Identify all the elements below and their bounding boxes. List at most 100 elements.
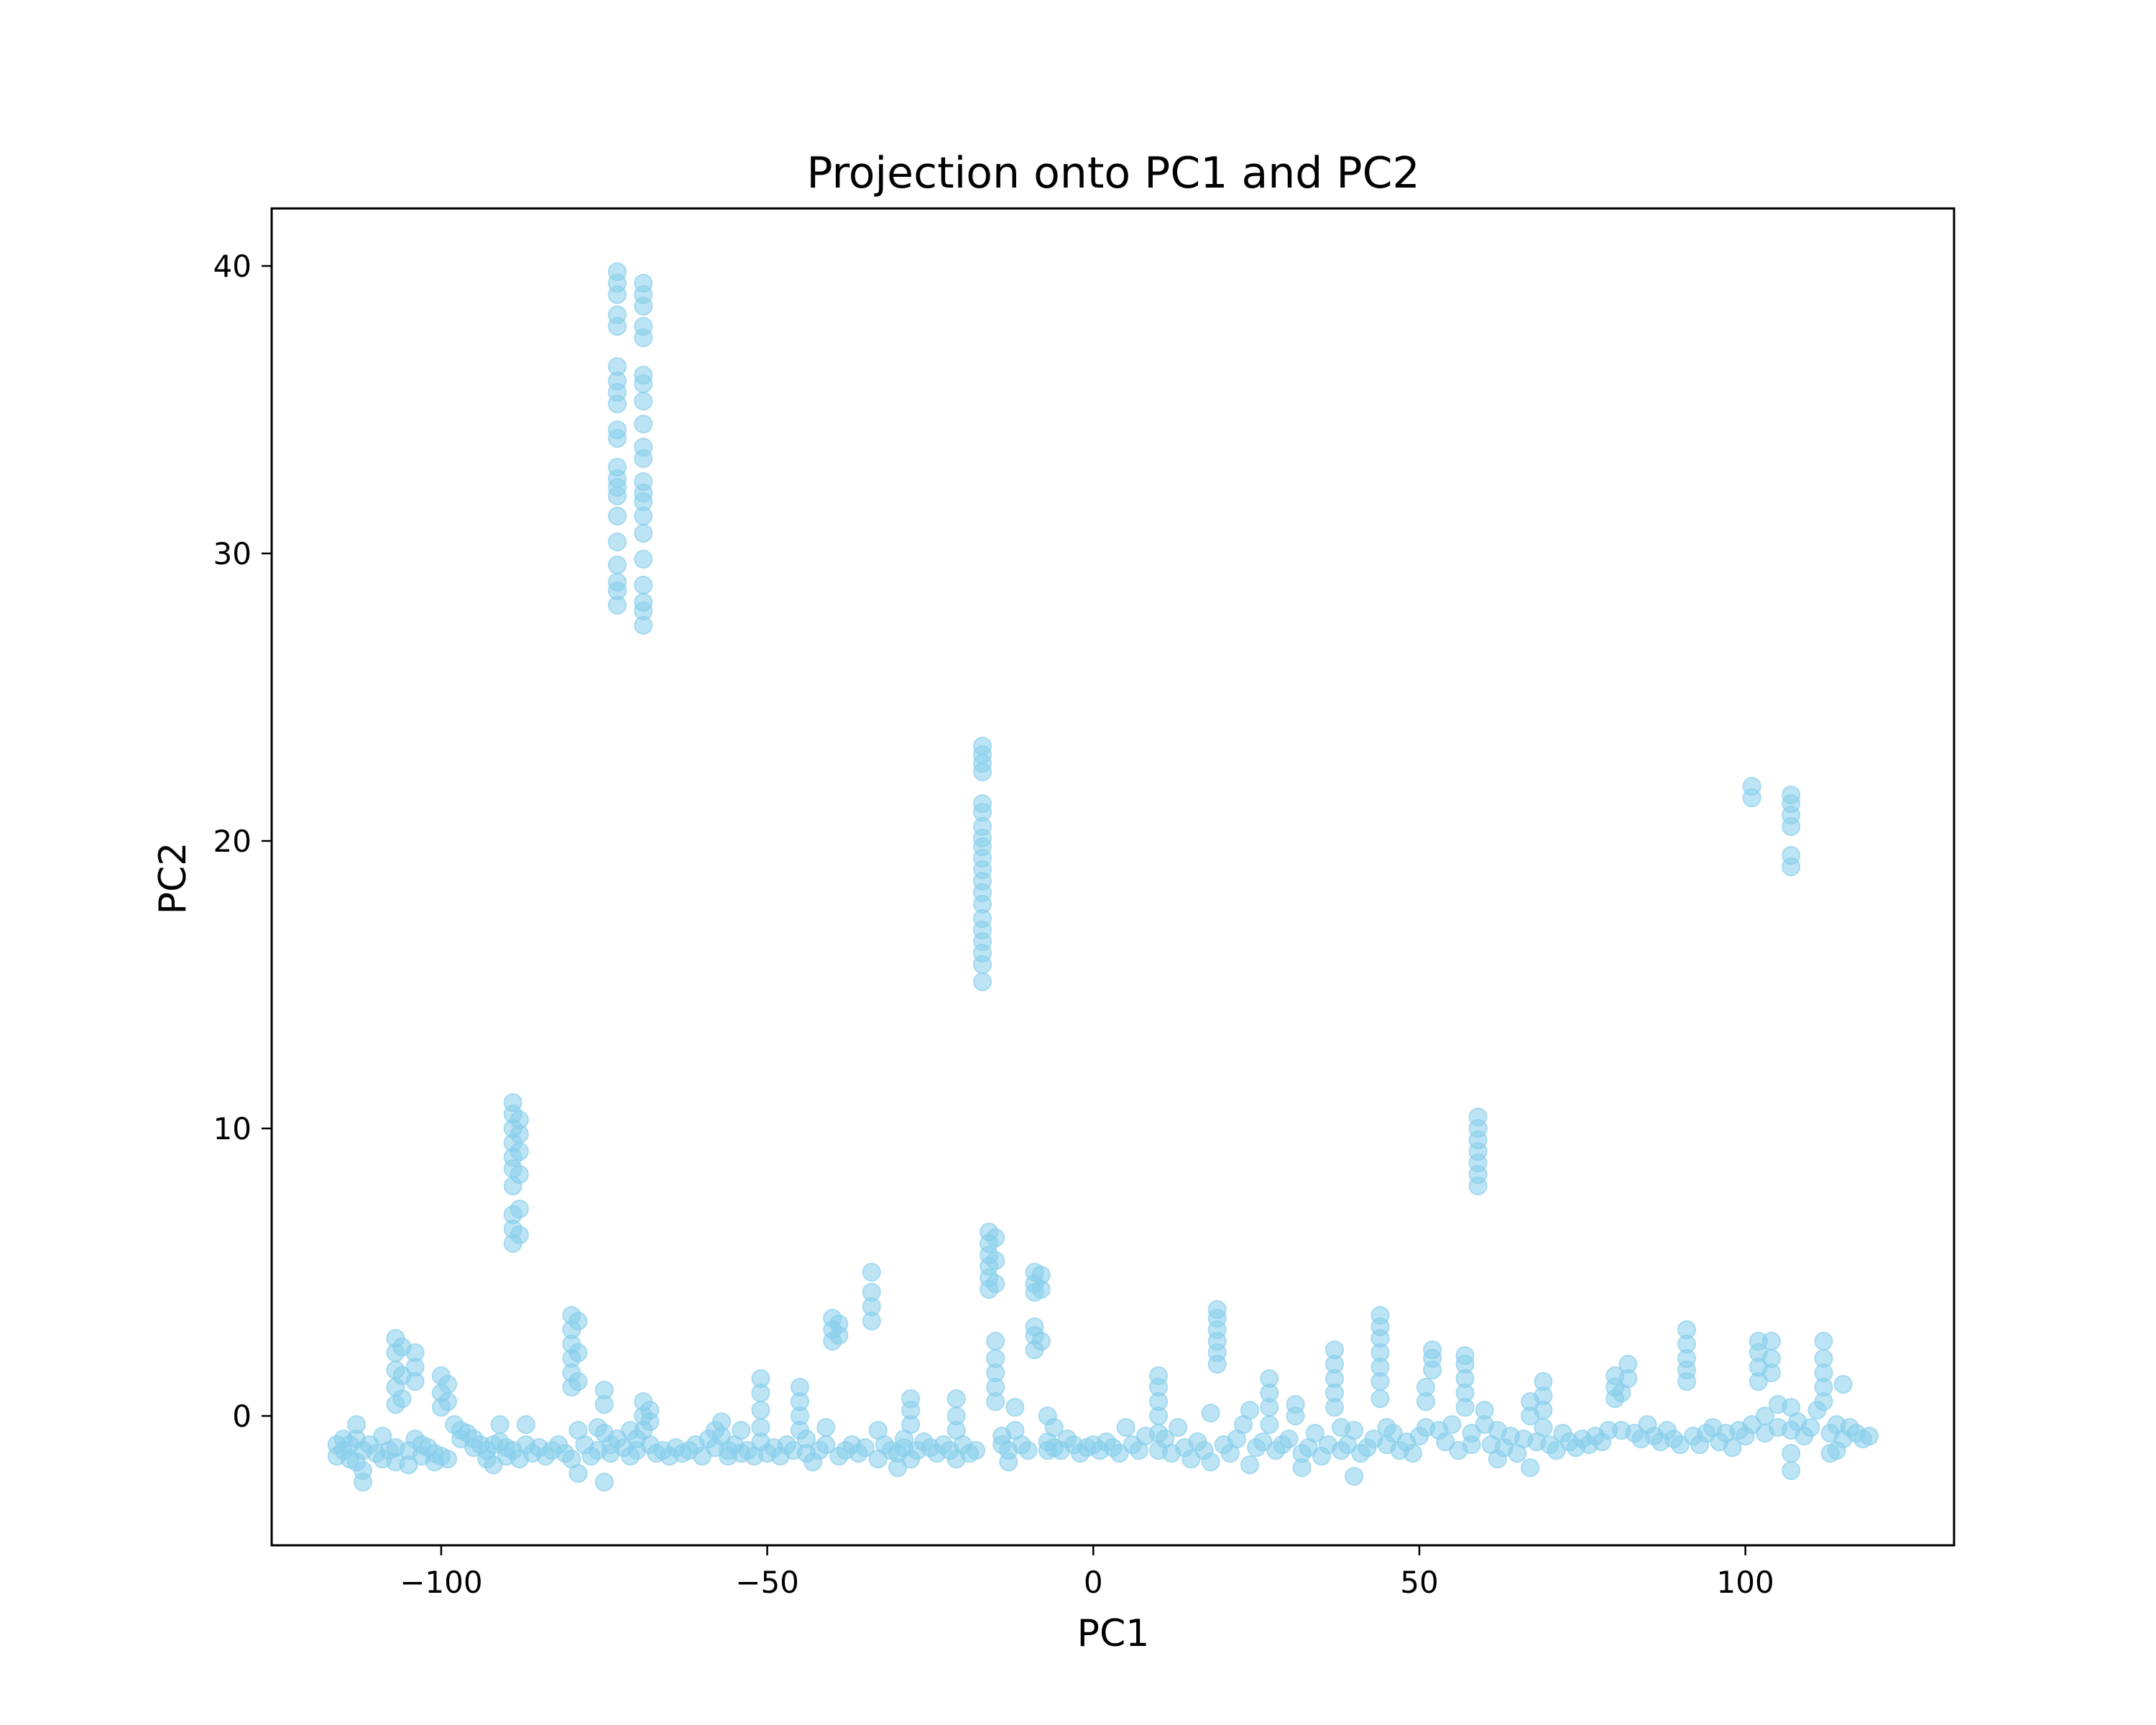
data-point: [829, 1315, 849, 1333]
x-tick-label: 100: [1717, 1565, 1774, 1600]
data-point: [1670, 1435, 1690, 1454]
data-point: [634, 366, 653, 385]
data-point: [1534, 1401, 1553, 1420]
data-point: [510, 1200, 529, 1218]
data-point: [1201, 1404, 1220, 1422]
data-point: [1436, 1432, 1455, 1451]
data-point: [510, 1225, 529, 1244]
data-point: [1742, 1415, 1761, 1434]
data-point: [607, 305, 627, 324]
data-point: [1116, 1418, 1135, 1437]
plot-frame: [270, 207, 1955, 1547]
data-point: [1782, 786, 1801, 804]
data-point: [1755, 1407, 1774, 1425]
data-point: [568, 1312, 588, 1330]
scatter-points: [327, 262, 1879, 1491]
data-point: [862, 1263, 881, 1282]
x-tick-label: 0: [1084, 1565, 1103, 1600]
data-point: [503, 1093, 522, 1112]
data-point: [1240, 1455, 1259, 1474]
data-point: [634, 524, 653, 543]
data-point: [1442, 1415, 1462, 1434]
data-point: [1814, 1349, 1833, 1368]
data-point: [986, 1251, 1005, 1270]
data-point: [751, 1369, 770, 1388]
data-point: [634, 317, 653, 336]
data-point: [490, 1415, 510, 1434]
data-point: [732, 1421, 751, 1440]
data-point: [1005, 1398, 1025, 1417]
x-tick-label: 50: [1400, 1565, 1438, 1600]
y-axis-label: PC2: [152, 842, 195, 915]
data-point: [751, 1418, 770, 1437]
data-point: [1462, 1435, 1481, 1454]
data-point: [634, 415, 653, 433]
data-point: [634, 576, 653, 594]
data-point: [1383, 1424, 1403, 1443]
data-point: [1260, 1398, 1279, 1417]
data-point: [1325, 1340, 1344, 1359]
data-point: [1169, 1418, 1188, 1437]
data-point: [986, 1274, 1005, 1293]
data-point: [1860, 1427, 1879, 1445]
data-point: [1305, 1424, 1325, 1443]
data-point: [607, 458, 627, 477]
data-point: [986, 1332, 1005, 1351]
data-point: [1279, 1430, 1299, 1448]
y-tick-label: 0: [232, 1399, 252, 1434]
data-point: [1782, 846, 1801, 865]
data-point: [946, 1389, 966, 1408]
data-point: [1044, 1418, 1064, 1437]
data-point: [1370, 1306, 1390, 1325]
data-point: [1742, 777, 1761, 796]
data-point: [1782, 1444, 1801, 1463]
data-point: [607, 533, 627, 551]
data-point: [510, 1142, 529, 1161]
data-point: [438, 1392, 457, 1411]
y-tick-label: 40: [213, 249, 252, 284]
data-point: [607, 556, 627, 574]
data-point: [634, 550, 653, 569]
x-tick-label: −100: [400, 1565, 482, 1600]
data-point: [1031, 1332, 1051, 1351]
data-point: [1370, 1389, 1390, 1408]
data-point: [392, 1389, 412, 1408]
data-point: [568, 1372, 588, 1391]
data-point: [634, 392, 653, 410]
data-point: [901, 1389, 921, 1408]
data-point: [634, 438, 653, 456]
data-point: [438, 1375, 457, 1394]
data-point: [594, 1473, 614, 1491]
x-tick-label: −50: [735, 1565, 799, 1600]
data-point: [973, 972, 992, 991]
data-point: [751, 1401, 770, 1420]
data-point: [1018, 1441, 1038, 1460]
data-point: [607, 420, 627, 439]
data-point: [1761, 1349, 1781, 1368]
data-point: [1149, 1407, 1168, 1425]
data-point: [594, 1395, 614, 1414]
data-point: [1761, 1332, 1781, 1351]
data-point: [1423, 1340, 1442, 1359]
y-tick-label: 10: [213, 1111, 252, 1146]
data-point: [1253, 1432, 1273, 1451]
data-point: [791, 1378, 809, 1397]
data-point: [692, 1447, 711, 1466]
data-point: [967, 1441, 985, 1460]
data-point: [1240, 1401, 1259, 1420]
data-point: [510, 1110, 529, 1129]
data-point: [1286, 1407, 1305, 1425]
data-point: [1416, 1378, 1435, 1397]
data-point: [1618, 1355, 1638, 1374]
data-point: [1031, 1266, 1051, 1284]
data-point: [1833, 1375, 1853, 1394]
data-point: [1403, 1444, 1422, 1463]
data-point: [438, 1450, 457, 1468]
data-point: [1260, 1415, 1279, 1434]
y-tick-label: 20: [213, 824, 252, 859]
data-point: [1534, 1418, 1553, 1437]
y-axis-ticks: 0 10 20 30 40: [213, 249, 272, 1434]
data-point: [1547, 1441, 1566, 1460]
data-point: [568, 1343, 588, 1362]
